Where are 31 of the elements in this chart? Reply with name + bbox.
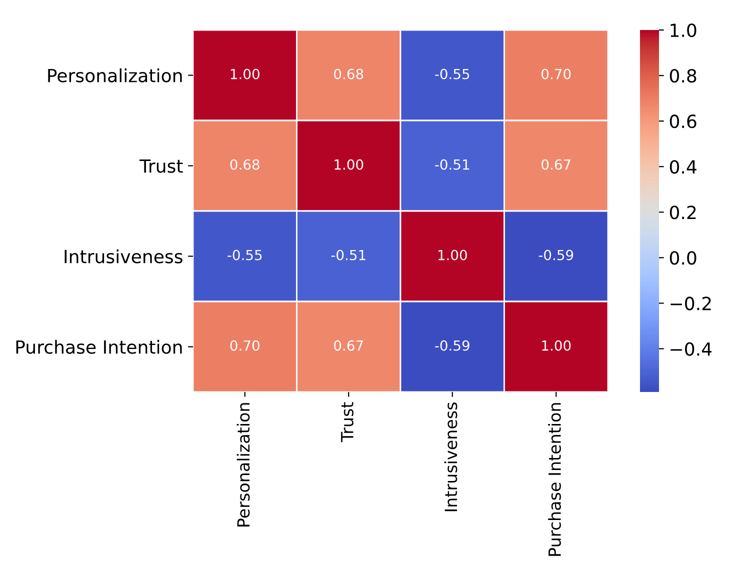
y-tick-label: Purchase Intention [16,340,182,354]
y-tick-label: Intrusiveness [64,249,182,264]
x-tick-label: Trust [341,402,354,442]
color-bar-label: −0.4 [670,342,712,356]
data-label: 1.00 [334,159,364,170]
data-label: 1.00 [542,340,571,351]
data-label: 0.67 [334,340,363,351]
data-label: 1.00 [230,68,260,80]
color-bar-label: 0.4 [670,160,696,174]
color-bar-label: 0.6 [670,114,696,128]
color-bar-label: −0.2 [670,296,711,310]
color-bar-label: 0.0 [670,251,696,265]
y-tick-label: Personalization [48,68,182,82]
data-label: -0.55 [228,250,262,260]
data-label: 0.70 [542,68,571,80]
x-tick-label: Purchase Intention [548,403,561,556]
data-label: 0.68 [230,159,260,170]
data-label: 0.67 [542,159,570,170]
data-label: 0.68 [334,68,364,80]
data-label: -0.59 [538,250,574,260]
data-label: 1.00 [438,250,467,260]
y-tick-label: Trust [140,159,183,173]
color-bar-label: 0.8 [670,68,696,83]
color-bar-label: 0.2 [670,206,696,220]
color-bar-label: 1.0 [670,23,696,38]
data-label: -0.51 [331,250,366,260]
data-label: -0.55 [435,68,470,80]
data-label: -0.59 [435,340,470,351]
x-tick-label: Intrusiveness [444,402,458,512]
data-label: 0.70 [230,340,260,351]
data-label: -0.51 [435,159,470,170]
